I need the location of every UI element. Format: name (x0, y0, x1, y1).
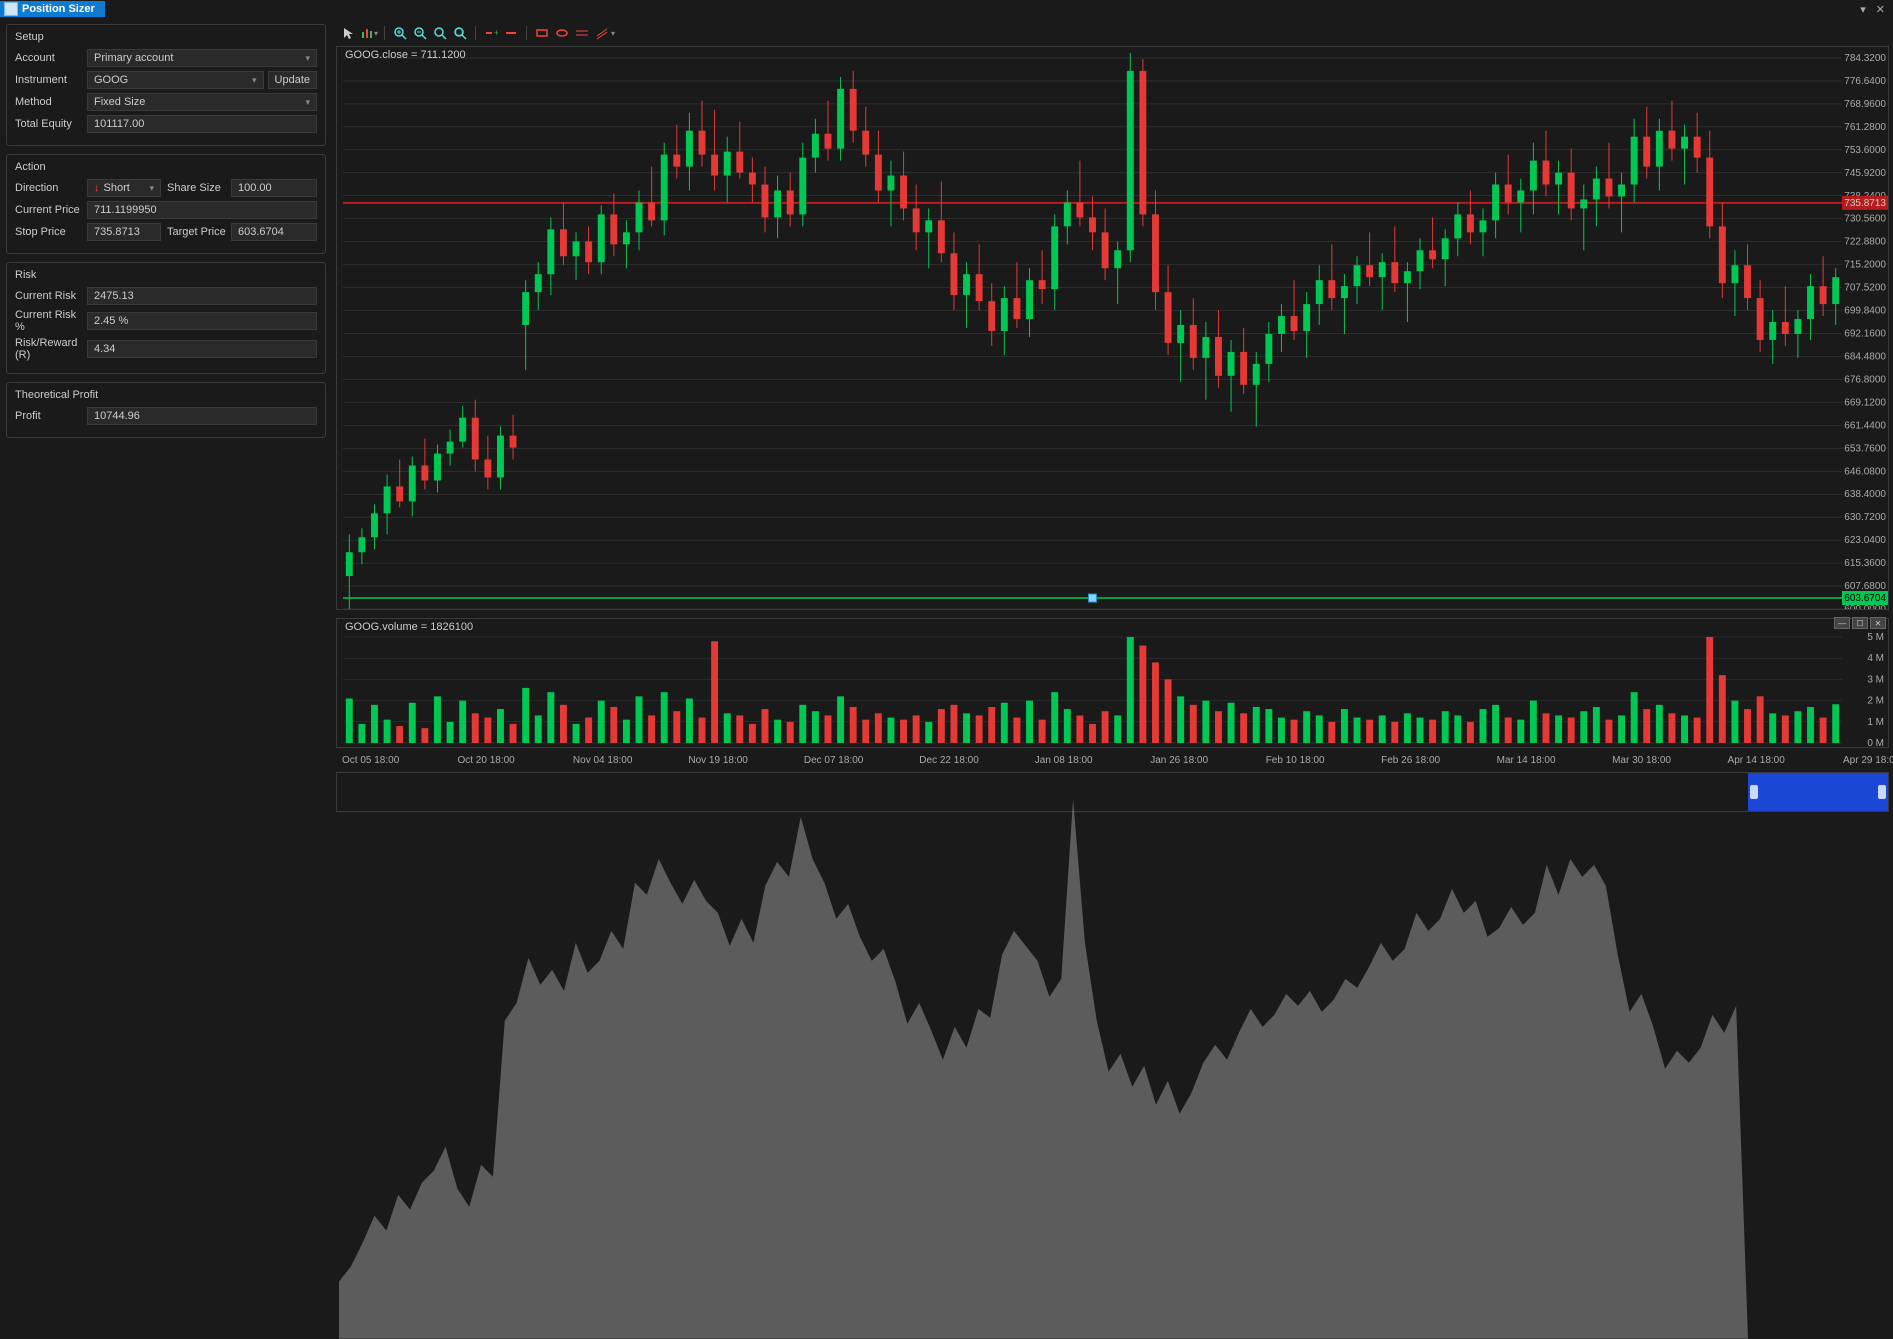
svg-text:4 M: 4 M (1867, 653, 1884, 664)
risk-pct-label: Current Risk % (15, 309, 87, 333)
action-panel: Action Direction ↓ Short Share Size 100.… (6, 154, 326, 254)
profit-panel: Theoretical Profit Profit10744.96 (6, 382, 326, 438)
account-label: Account (15, 52, 87, 64)
risk-title: Risk (15, 269, 317, 281)
cursor-icon[interactable] (340, 24, 358, 42)
cur-risk-field: 2475.13 (87, 287, 317, 305)
current-price-field[interactable]: 711.1199950 (87, 201, 317, 219)
svg-text:684.4800: 684.4800 (1844, 351, 1886, 362)
rect-icon[interactable] (533, 24, 551, 42)
method-label: Method (15, 96, 87, 108)
zoom-reset-icon[interactable] (431, 24, 449, 42)
rr-label: Risk/Reward (R) (15, 337, 87, 361)
svg-text:745.9200: 745.9200 (1844, 168, 1886, 179)
svg-text:646.0800: 646.0800 (1844, 466, 1886, 477)
range-grip-right[interactable] (1878, 785, 1886, 799)
volume-chart[interactable]: GOOG.volume = 1826100 — ☐ ✕ 5 M 4 M 3 M 2 M… (336, 618, 1889, 748)
vol-min-icon[interactable]: — (1834, 617, 1850, 629)
cur-risk-label: Current Risk (15, 290, 87, 302)
zoom-in-icon[interactable] (391, 24, 409, 42)
down-arrow-icon: ↓ (94, 182, 100, 194)
direction-select[interactable]: ↓ Short (87, 179, 161, 197)
app-title: Position Sizer (22, 3, 95, 15)
svg-text:615.3600: 615.3600 (1844, 558, 1886, 569)
stop-price-field[interactable]: 735.8713 (87, 223, 161, 241)
curprice-label: Current Price (15, 204, 87, 216)
range-thumb[interactable] (1748, 773, 1888, 811)
vol-max-icon[interactable]: ☐ (1852, 617, 1868, 629)
hline-icon[interactable] (573, 24, 591, 42)
svg-text:715.2000: 715.2000 (1844, 260, 1886, 271)
range-grip-left[interactable] (1750, 785, 1758, 799)
instrument-label: Instrument (15, 74, 87, 86)
svg-text:707.5200: 707.5200 (1844, 283, 1886, 294)
svg-text:2 M: 2 M (1867, 696, 1884, 707)
remove-line-icon[interactable] (502, 24, 520, 42)
share-size-field[interactable]: 100.00 (231, 179, 317, 197)
update-button[interactable]: Update (268, 71, 317, 89)
svg-text:638.4000: 638.4000 (1844, 489, 1886, 500)
svg-text:661.4400: 661.4400 (1844, 420, 1886, 431)
profit-label: Profit (15, 410, 87, 422)
svg-text:776.6400: 776.6400 (1844, 76, 1886, 87)
svg-text:603.6704: 603.6704 (1844, 593, 1886, 604)
chart-volume-label: GOOG.volume = 1826100 (345, 621, 473, 633)
svg-text:0 M: 0 M (1867, 738, 1884, 747)
channel-icon[interactable] (593, 24, 611, 42)
vol-close-icon[interactable]: ✕ (1870, 617, 1886, 629)
profit-title: Theoretical Profit (15, 389, 317, 401)
x-axis: Oct 05 18:00Oct 20 18:00Nov 04 18:00Nov … (336, 750, 1889, 766)
svg-text:5 M: 5 M (1867, 632, 1884, 643)
target-label: Target Price (161, 226, 231, 238)
svg-text:768.9600: 768.9600 (1844, 99, 1886, 110)
chart-type-icon[interactable]: ▾ (360, 24, 378, 42)
svg-text:692.1600: 692.1600 (1844, 329, 1886, 340)
svg-text:676.8000: 676.8000 (1844, 374, 1886, 385)
svg-text:+: + (494, 28, 498, 38)
target-price-field[interactable]: 603.6704 (231, 223, 317, 241)
svg-text:735.8713: 735.8713 (1844, 198, 1886, 209)
svg-text:607.6800: 607.6800 (1844, 581, 1886, 592)
profit-field: 10744.96 (87, 407, 317, 425)
rr-field: 4.34 (87, 340, 317, 358)
svg-text:699.8400: 699.8400 (1844, 306, 1886, 317)
close-icon[interactable]: ✕ (1876, 3, 1885, 16)
direction-label: Direction (15, 182, 87, 194)
svg-text:3 M: 3 M (1867, 674, 1884, 685)
equity-field[interactable]: 101117.00 (87, 115, 317, 133)
svg-text:753.6000: 753.6000 (1844, 145, 1886, 156)
svg-text:653.7600: 653.7600 (1844, 443, 1886, 454)
chart-close-label: GOOG.close = 711.1200 (345, 49, 466, 61)
instrument-select[interactable]: GOOG (87, 71, 264, 89)
svg-text:761.2800: 761.2800 (1844, 122, 1886, 133)
ellipse-icon[interactable] (553, 24, 571, 42)
setup-panel: Setup Account Primary account Instrument… (6, 24, 326, 146)
risk-panel: Risk Current Risk2475.13 Current Risk %2… (6, 262, 326, 374)
setup-title: Setup (15, 31, 317, 43)
svg-text:623.0400: 623.0400 (1844, 535, 1886, 546)
account-select[interactable]: Primary account (87, 49, 317, 67)
method-select[interactable]: Fixed Size (87, 93, 317, 111)
zoom-out-icon[interactable] (411, 24, 429, 42)
stop-label: Stop Price (15, 226, 87, 238)
svg-text:1 M: 1 M (1867, 717, 1884, 728)
svg-text:669.1200: 669.1200 (1844, 397, 1886, 408)
risk-pct-field: 2.45 % (87, 312, 317, 330)
svg-text:730.5600: 730.5600 (1844, 214, 1886, 225)
range-slider[interactable] (336, 772, 1889, 812)
app-icon (4, 2, 18, 16)
action-title: Action (15, 161, 317, 173)
zoom-region-icon[interactable] (451, 24, 469, 42)
app-tab[interactable]: Position Sizer (0, 1, 105, 17)
svg-text:784.3200: 784.3200 (1844, 53, 1886, 64)
equity-label: Total Equity (15, 118, 87, 130)
share-label: Share Size (161, 182, 231, 194)
price-chart[interactable]: GOOG.close = 711.1200 784.3200 776.6400 76… (336, 46, 1889, 610)
svg-text:630.7200: 630.7200 (1844, 512, 1886, 523)
svg-text:722.8800: 722.8800 (1844, 237, 1886, 248)
window-menu-icon[interactable]: ▾ (1860, 3, 1866, 16)
add-line-icon[interactable]: + (482, 24, 500, 42)
